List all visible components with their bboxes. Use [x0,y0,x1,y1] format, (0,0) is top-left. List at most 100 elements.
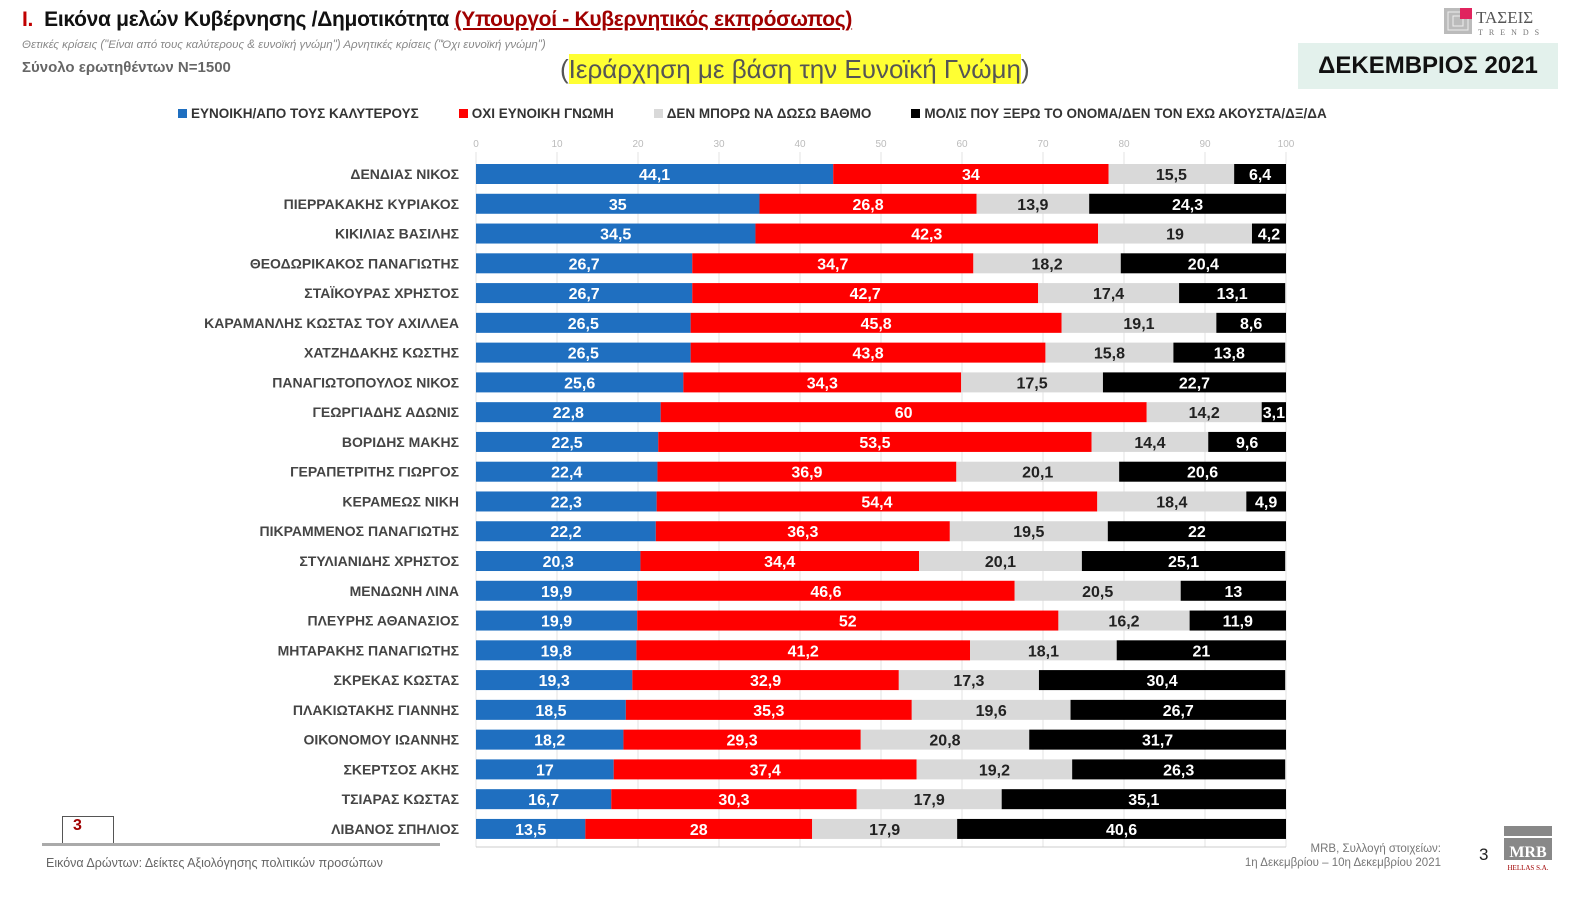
bar-segment [476,312,691,333]
definition-note: Θετικές κρίσεις ("Είναι από τους καλύτερ… [22,39,546,51]
bar-segment [1146,402,1262,423]
data-label: 52 [839,614,857,631]
bar-segment [476,729,624,750]
data-label: 43,8 [852,346,883,363]
data-label: 22,4 [551,465,582,482]
bar-segment [1180,580,1286,601]
data-label: 26,7 [569,286,600,303]
data-label: 22,8 [553,405,584,422]
bar-segment [1102,372,1286,393]
bar-segment [1116,640,1286,661]
bar-segment [949,521,1108,542]
data-label: 30,3 [718,792,749,809]
bar-segment [476,342,691,363]
data-label: 26,7 [569,256,600,273]
data-label: 18,2 [1031,256,1062,273]
bar-segment [961,372,1103,393]
bar-segment [655,521,950,542]
mrb-logo: MRB HELLAS S.A. [1504,826,1552,872]
data-label: 14,2 [1189,405,1220,422]
x-tick-label: 80 [1118,139,1130,150]
bar-segment [637,580,1015,601]
category-label: ΠΙΕΡΡΑΚΑΚΗΣ ΚΥΡΙΑΚΟΣ [284,196,459,212]
bar-segment [957,818,1286,839]
legend-swatch [178,109,187,118]
category-label: ΓΕΩΡΓΙΑΔΗΣ ΑΔΩΝΙΣ [313,404,459,420]
category-label: ΛΙΒΑΝΟΣ ΣΠΗΛΙΟΣ [331,821,459,837]
data-label: 14,4 [1134,435,1165,452]
data-label: 42,7 [850,286,881,303]
data-label: 28 [690,822,708,839]
category-label: ΣΤΥΛΙΑΝΙΔΗΣ ΧΡΗΣΤΟΣ [299,553,459,569]
category-label: ΔΕΝΔΙΑΣ ΝΙΚΟΣ [350,166,459,182]
title-subtitle: (Υπουργοί - Κυβερνητικός εκπρόσωπος) [454,8,853,31]
data-label: 34,5 [600,227,631,244]
category-label: ΜΗΤΑΡΑΚΗΣ ΠΑΝΑΓΙΩΤΗΣ [278,642,459,658]
bar-segment [1014,580,1181,601]
legend-item-favorable: ΕΥΝΟΙΚΗ/ΑΠΟ ΤΟΥΣ ΚΑΛΥΤΕΡΟΥΣ [178,106,419,121]
data-label: 18,4 [1156,494,1187,511]
bar-segment [476,431,659,452]
bar-segment [1089,193,1286,214]
bar-segment [973,253,1121,274]
bar-segment [660,402,1147,423]
svg-text:MRB: MRB [1509,844,1547,861]
bar-segment [476,610,638,631]
bar-segment [476,670,633,691]
data-label: 46,6 [810,584,841,601]
svg-text:HELLAS S.A.: HELLAS S.A. [1507,864,1548,872]
data-label: 17 [536,762,554,779]
bar-segment [1189,610,1286,631]
category-label: ΣΚΕΡΤΣΟΣ ΑΚΗΣ [343,761,459,777]
bar-segment [476,551,641,572]
data-label: 26,8 [852,197,883,214]
data-label: 22,3 [551,494,582,511]
data-label: 20,4 [1188,256,1219,273]
bar-segment [1251,223,1286,244]
data-label: 37,4 [750,762,781,779]
data-label: 19,6 [976,703,1007,720]
legend: ΕΥΝΟΙΚΗ/ΑΠΟ ΤΟΥΣ ΚΑΛΥΤΕΡΟΥΣ ΟΧΙ ΕΥΝΟΙΚΗ … [178,106,1327,121]
category-label: ΚΕΡΑΜΕΩΣ ΝΙΚΗ [342,493,459,509]
bar-segment [690,342,1046,363]
bar-segment [1091,431,1209,452]
bar-segment [956,461,1120,482]
footer-caption: Εικόνα Δρώντων: Δείκτες Αξιολόγησης πολι… [46,856,383,870]
bar-segment [476,640,637,661]
data-label: 20,1 [985,554,1016,571]
data-label: 19,1 [1123,316,1154,333]
data-label: 13,1 [1217,286,1248,303]
data-label: 22 [1188,524,1206,541]
data-label: 44,1 [639,167,670,184]
bar-segment [911,699,1071,720]
bar-segment [632,670,899,691]
data-label: 54,4 [861,494,892,511]
data-label: 35,3 [753,703,784,720]
category-label: ΣΚΡΕΚΑΣ ΚΩΣΤΑΣ [334,672,459,688]
bar-segment [970,640,1117,661]
data-label: 45,8 [861,316,892,333]
data-label: 20,1 [1022,465,1053,482]
bar-segment [812,818,958,839]
data-label: 20,3 [543,554,574,571]
bar-segment [476,699,626,720]
data-label: 19,8 [541,643,572,660]
x-tick-label: 90 [1199,139,1211,150]
title-number: I. [22,8,34,31]
bar-segment [856,789,1002,810]
data-label: 3,1 [1263,405,1285,422]
x-tick-label: 0 [473,139,479,150]
bar-segment [585,818,813,839]
data-label: 17,3 [953,673,984,690]
data-label: 16,2 [1108,614,1139,631]
data-label: 4,9 [1255,494,1277,511]
month-badge: ΔΕΚΕΜΒΡΙΟΣ 2021 [1298,43,1558,89]
bar-segment [625,699,912,720]
bar-segment [637,610,1059,631]
data-label: 26,5 [568,316,599,333]
x-tick-label: 100 [1278,139,1295,150]
data-label: 40,6 [1106,822,1137,839]
rank-text: Ιεράρχηση με βάση την Ευνοϊκή Γνώμη [568,54,1021,84]
data-label: 11,9 [1223,614,1253,631]
